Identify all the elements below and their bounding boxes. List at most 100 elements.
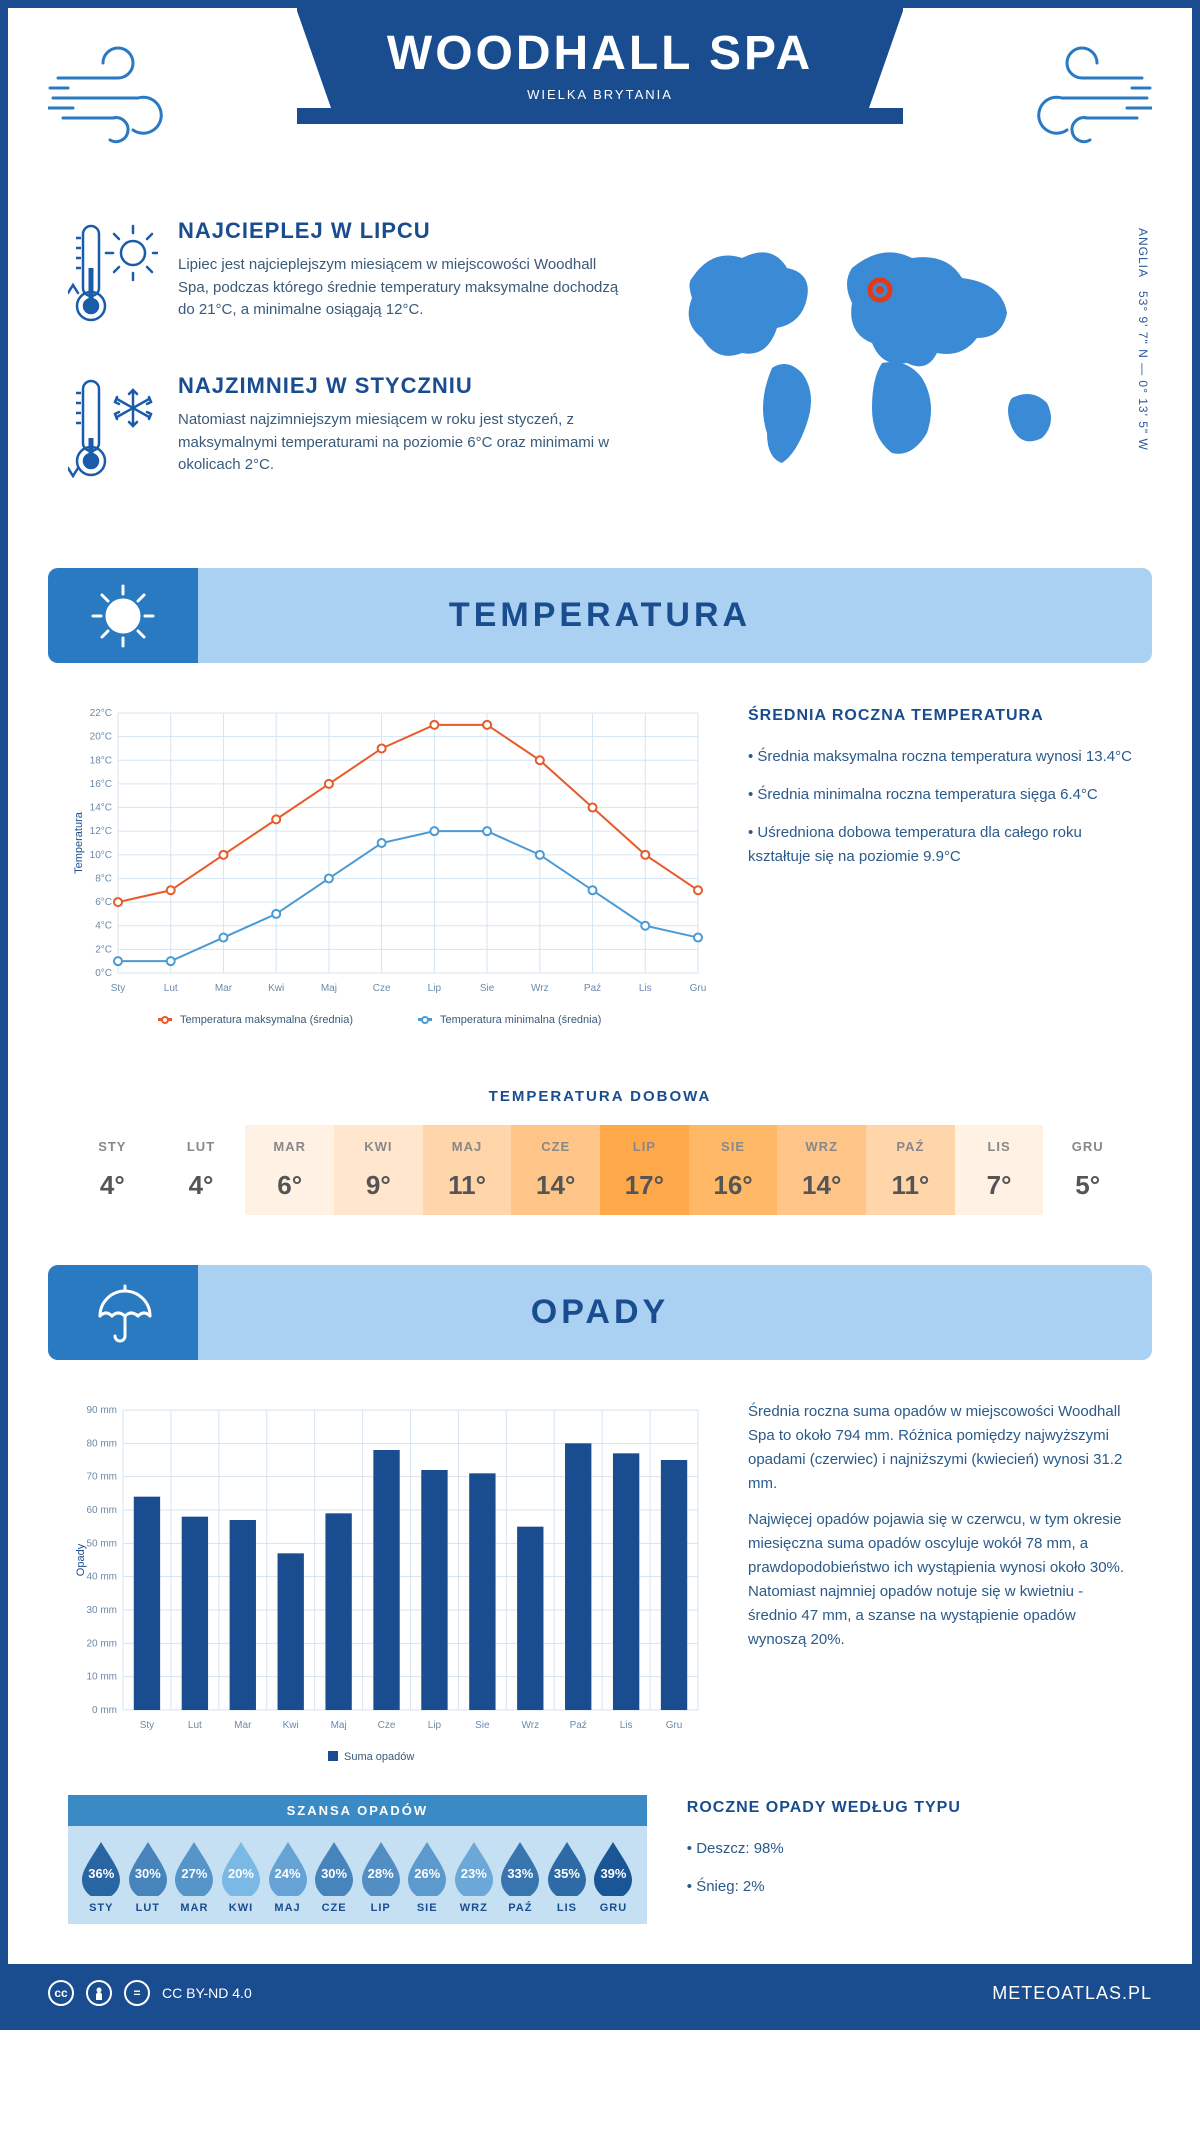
svg-text:Maj: Maj [331,1720,347,1731]
temperature-summary: ŚREDNIA ROCZNA TEMPERATURA • Średnia mak… [748,703,1132,1048]
daily-temp-cell: CZE14° [511,1125,600,1215]
svg-text:Cze: Cze [378,1720,396,1731]
svg-text:20 mm: 20 mm [86,1638,117,1649]
svg-text:30 mm: 30 mm [86,1605,117,1616]
rain-chance-cell: 23%WRZ [451,1840,498,1914]
svg-text:50 mm: 50 mm [86,1538,117,1549]
rain-chance-panel: SZANSA OPADÓW 36%STY30%LUT27%MAR20%KWI24… [68,1795,647,1924]
daily-temp-cell: LIS7° [955,1125,1044,1215]
precip-type-b2: • Śnieg: 2% [687,1875,1132,1899]
svg-text:Cze: Cze [373,983,391,994]
svg-text:Mar: Mar [215,983,233,994]
footer: cc = CC BY-ND 4.0 METEOATLAS.PL [8,1964,1192,2022]
thermometer-sun-icon [68,218,158,343]
daily-temp-title: TEMPERATURA DOBOWA [68,1088,1132,1105]
svg-text:Paź: Paź [570,1720,587,1731]
location-subtitle: WIELKA BRYTANIA [387,87,813,102]
svg-text:Kwi: Kwi [283,1720,299,1731]
svg-text:Opady: Opady [75,1543,87,1576]
nd-icon: = [124,1980,150,2006]
svg-text:Paź: Paź [584,983,601,994]
svg-text:Temperatura maksymalna (średni: Temperatura maksymalna (średnia) [180,1014,353,1026]
intro-text-column: NAJCIEPLEJ W LIPCU Lipiec jest najcieple… [68,218,622,528]
precipitation-bar-chart: 0 mm10 mm20 mm30 mm40 mm50 mm60 mm70 mm8… [68,1400,708,1785]
wind-icon-left [48,38,188,158]
precip-type-block: ROCZNE OPADY WEDŁUG TYPU • Deszcz: 98% •… [687,1795,1132,1924]
daily-temp-cell: MAJ11° [423,1125,512,1215]
daily-temp-cell: LUT4° [157,1125,246,1215]
svg-text:70 mm: 70 mm [86,1472,117,1483]
svg-text:10 mm: 10 mm [86,1672,117,1683]
svg-text:Lip: Lip [428,983,442,994]
by-icon [86,1980,112,2006]
coldest-text: Natomiast najzimniejszym miesiącem w rok… [178,409,622,477]
rain-chance-cell: 30%LUT [125,1840,172,1914]
precipitation-chart-row: 0 mm10 mm20 mm30 mm40 mm50 mm60 mm70 mm8… [8,1360,1192,1795]
rain-chance-cell: 36%STY [78,1840,125,1914]
header: WOODHALL SPA WIELKA BRYTANIA [8,8,1192,208]
svg-text:Temperatura: Temperatura [73,811,85,874]
precipitation-section-header: OPADY [48,1265,1152,1360]
umbrella-icon [48,1265,198,1360]
svg-text:80 mm: 80 mm [86,1438,117,1449]
precip-p2: Najwięcej opadów pojawia się w czerwcu, … [748,1508,1132,1652]
temperature-section-header: TEMPERATURA [48,568,1152,663]
footer-license: cc = CC BY-ND 4.0 [48,1980,252,2006]
svg-text:Mar: Mar [234,1720,252,1731]
svg-text:Wrz: Wrz [521,1720,539,1731]
svg-text:Lut: Lut [188,1720,202,1731]
rain-chance-cell: 35%LIS [544,1840,591,1914]
svg-text:Suma opadów: Suma opadów [344,1751,414,1763]
temperature-line-chart: 0°C2°C4°C6°C8°C10°C12°C14°C16°C18°C20°C2… [68,703,708,1048]
daily-temp-cell: GRU5° [1043,1125,1132,1215]
map-column: ANGLIA 53° 9' 7" N — 0° 13' 5" W [652,218,1132,528]
svg-text:0°C: 0°C [95,968,112,979]
rain-chance-cell: 39%GRU [590,1840,637,1914]
svg-text:8°C: 8°C [95,873,112,884]
rain-chance-cell: 27%MAR [171,1840,218,1914]
svg-text:Lut: Lut [164,983,178,994]
daily-temp-cell: STY4° [68,1125,157,1215]
svg-text:4°C: 4°C [95,921,112,932]
svg-text:Sty: Sty [111,983,125,994]
sun-icon [48,568,198,663]
license-text: CC BY-ND 4.0 [162,1985,252,2001]
rain-chance-cell: 28%LIP [357,1840,404,1914]
rain-chance-cell: 33%PAŹ [497,1840,544,1914]
svg-text:90 mm: 90 mm [86,1405,117,1416]
svg-text:2°C: 2°C [95,944,112,955]
svg-text:22°C: 22°C [90,708,112,719]
precipitation-summary: Średnia roczna suma opadów w miejscowośc… [748,1400,1132,1785]
svg-text:Lis: Lis [639,983,652,994]
page: WOODHALL SPA WIELKA BRYTANIA [0,0,1200,2030]
world-map-icon [652,218,1132,498]
avg-temp-b3: • Uśredniona dobowa temperatura dla całe… [748,821,1132,869]
precip-p1: Średnia roczna suma opadów w miejscowośc… [748,1400,1132,1496]
title-banner: WOODHALL SPA WIELKA BRYTANIA [297,8,903,124]
svg-text:0 mm: 0 mm [92,1705,117,1716]
rain-chance-title: SZANSA OPADÓW [68,1795,647,1826]
svg-text:Kwi: Kwi [268,983,284,994]
precipitation-title: OPADY [198,1293,1152,1332]
svg-text:12°C: 12°C [90,826,112,837]
svg-text:16°C: 16°C [90,779,112,790]
svg-text:18°C: 18°C [90,755,112,766]
svg-text:Sie: Sie [480,983,495,994]
rain-chance-cell: 24%MAJ [264,1840,311,1914]
precip-type-b1: • Deszcz: 98% [687,1837,1132,1861]
rain-chance-cell: 26%SIE [404,1840,451,1914]
daily-temp-cell: WRZ14° [777,1125,866,1215]
coordinates: ANGLIA 53° 9' 7" N — 0° 13' 5" W [1136,228,1150,451]
svg-text:Sty: Sty [140,1720,154,1731]
warmest-text: Lipiec jest najcieplejszym miesiącem w m… [178,254,622,322]
svg-text:20°C: 20°C [90,732,112,743]
daily-temp-cell: KWI9° [334,1125,423,1215]
svg-text:10°C: 10°C [90,850,112,861]
svg-text:60 mm: 60 mm [86,1505,117,1516]
svg-text:Gru: Gru [666,1720,683,1731]
daily-temp-table: TEMPERATURA DOBOWA STY4°LUT4°MAR6°KWI9°M… [68,1088,1132,1215]
warmest-title: NAJCIEPLEJ W LIPCU [178,218,622,244]
location-title: WOODHALL SPA [387,26,813,81]
svg-text:Gru: Gru [690,983,707,994]
daily-temp-cell: LIP17° [600,1125,689,1215]
